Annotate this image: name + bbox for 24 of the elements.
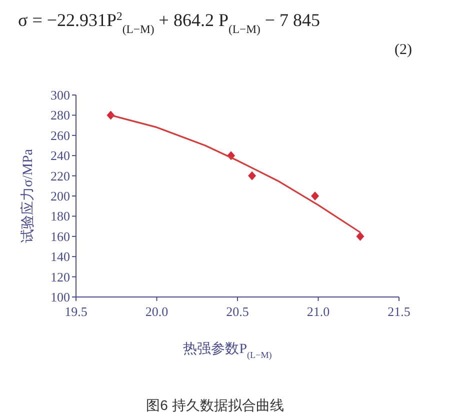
y-tick-label: 140	[50, 249, 70, 264]
x-tick-label: 20.0	[145, 304, 168, 319]
text: (2)	[394, 42, 412, 58]
x-tick-label: 20.5	[226, 304, 249, 319]
point	[248, 171, 256, 180]
y-tick-label: 120	[50, 269, 70, 284]
x-tick-label: 21.5	[388, 304, 410, 319]
y-tick-label: 180	[50, 208, 70, 224]
point	[311, 192, 320, 200]
y-axis-title: 试验应力σ/MPa	[20, 148, 36, 243]
x-tick-label: 19.5	[64, 304, 88, 319]
text: σ = −22.931P$^{2}$$_{(L−M)}$ + 864.2 P$_{(L−M)}$ − 7 845	[18, 10, 320, 36]
y-tick-label: 160	[50, 228, 70, 244]
y-tick-label: 200	[50, 188, 70, 204]
y-tick-label: 280	[50, 108, 70, 123]
y-tick-label: 220	[50, 168, 70, 184]
x-axis-title: 热强参数P$_{(L−M)}$	[183, 341, 272, 360]
y-tick-label: 100	[50, 290, 70, 304]
point	[356, 232, 364, 241]
x-tick-label: 21.0	[306, 304, 330, 319]
y-tick-label: 240	[50, 148, 70, 164]
y-tick-label: 300	[50, 88, 70, 102]
y-tick-label: 260	[50, 128, 70, 143]
caption: 图6 持久数据拟合曲线	[146, 397, 284, 413]
